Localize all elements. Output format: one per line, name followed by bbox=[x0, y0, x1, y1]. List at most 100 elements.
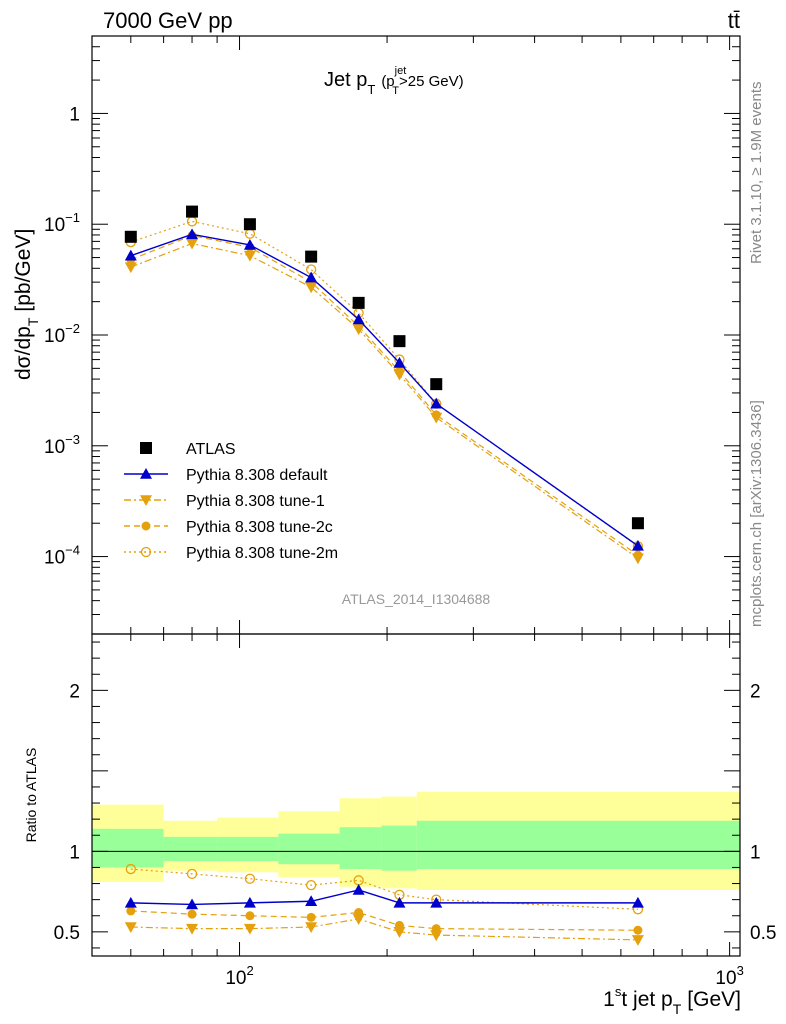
ratio-point bbox=[430, 896, 443, 908]
main-point bbox=[305, 271, 318, 283]
ratio-point bbox=[243, 923, 256, 935]
ratio-point bbox=[243, 896, 256, 908]
main-point bbox=[305, 282, 318, 294]
ratio-point bbox=[245, 911, 255, 921]
main-series-pythia-8-308-default bbox=[124, 228, 644, 551]
ratio-point bbox=[125, 863, 136, 875]
ratio-point bbox=[187, 909, 197, 919]
y-tick-label: 10−4 bbox=[44, 543, 80, 569]
ratio-point bbox=[393, 896, 406, 908]
y-tick-label: 10−2 bbox=[44, 321, 80, 347]
svg-text:dσ/dpT[pb/GeV]: dσ/dpT[pb/GeV] bbox=[12, 229, 41, 380]
main-point bbox=[186, 228, 199, 240]
rivet-label: Rivet 3.1.10, ≥ 1.9M events bbox=[748, 82, 765, 265]
process-label: tt̄ bbox=[728, 8, 740, 33]
ratio-band-inner-3 bbox=[278, 833, 340, 865]
main-series-line bbox=[130, 220, 639, 547]
ratio-point bbox=[305, 922, 318, 934]
ratio-y-tick-label: 0.5 bbox=[54, 923, 80, 944]
main-point bbox=[243, 238, 256, 250]
main-point bbox=[352, 296, 365, 309]
main-point bbox=[124, 262, 137, 274]
legend-label: Pythia 8.308 tune-2c bbox=[186, 519, 333, 536]
ratio-point bbox=[305, 895, 318, 907]
x-tick-label: 102 bbox=[225, 963, 253, 989]
main-point bbox=[631, 553, 644, 565]
legend-marker bbox=[140, 495, 152, 506]
ratio-y-tick-label-right: 0.5 bbox=[750, 923, 776, 944]
main-series-line bbox=[130, 234, 639, 556]
main-point bbox=[430, 412, 443, 424]
y-tick-label: 1 bbox=[69, 104, 80, 125]
main-point bbox=[430, 378, 443, 391]
legend-marker bbox=[140, 442, 152, 454]
main-point bbox=[186, 238, 199, 250]
ratio-point bbox=[124, 922, 137, 934]
chart-marks: 102 103 1 10−1 10−2 10−3 10−4 0.5 0.5 1 1 2 2 ATLAS Py… bbox=[44, 35, 776, 989]
main-point bbox=[244, 228, 256, 239]
ratio-band-inner-4 bbox=[339, 827, 382, 870]
main-point bbox=[124, 230, 137, 243]
main-point bbox=[430, 397, 443, 409]
main-point bbox=[393, 335, 406, 348]
main-series-line bbox=[130, 233, 639, 547]
mcplots-label: mcplots.cern.ch [arXiv:1306.3436] bbox=[748, 400, 765, 627]
ratio-point bbox=[186, 898, 199, 910]
ratio-series-line bbox=[130, 889, 638, 906]
ratio-y-tick-label-right: 2 bbox=[750, 681, 761, 702]
ratio-band-inner-1 bbox=[163, 836, 218, 862]
main-point bbox=[393, 369, 406, 381]
analysis-id: ATLAS_2014_I1304688 bbox=[342, 591, 491, 607]
ratio-y-tick-label: 1 bbox=[69, 842, 80, 863]
ratio-band-inner-5 bbox=[381, 825, 417, 871]
ratio-point bbox=[631, 896, 644, 908]
main-series-pythia-8-308-tune-2c bbox=[126, 231, 643, 560]
legend-label: Pythia 8.308 tune-2m bbox=[186, 545, 338, 562]
main-point bbox=[631, 539, 644, 551]
ratio-series-line bbox=[130, 910, 638, 931]
ratio-series-pythia-8-308-tune-1 bbox=[124, 914, 644, 946]
ratio-band-inner-6 bbox=[416, 820, 740, 870]
ratio-point bbox=[126, 906, 136, 916]
legend-label: ATLAS bbox=[186, 441, 236, 458]
xlabel: 1st jet pT [GeV] bbox=[603, 984, 741, 1017]
ratio-y-tick-label: 2 bbox=[69, 681, 80, 702]
y-tick-label: 10−1 bbox=[44, 210, 80, 236]
main-title: Jet pT (pjet T>25 GeV) bbox=[324, 65, 464, 97]
legend-marker bbox=[140, 468, 152, 479]
ratio-y-tick-label-right: 1 bbox=[750, 842, 761, 863]
main-series-line bbox=[130, 242, 639, 559]
ratio-series-line bbox=[130, 918, 638, 941]
ratio-point bbox=[244, 873, 256, 884]
x-tick-label: 103 bbox=[715, 963, 743, 989]
ratio-series-pythia-8-308-tune-2c bbox=[126, 906, 643, 935]
ratio-point bbox=[124, 896, 137, 908]
ratio-frame bbox=[91, 633, 741, 957]
legend: ATLAS Pythia 8.308 default Pythia 8.308 tu… bbox=[124, 441, 338, 562]
ratio-point bbox=[186, 923, 199, 935]
y-tick-label: 10−3 bbox=[44, 432, 80, 458]
ratio-ylabel: Ratio to ATLAS bbox=[23, 748, 39, 843]
ratio-point bbox=[352, 914, 365, 925]
main-ylabel: dσ/dpT[pb/GeV] bbox=[12, 229, 41, 380]
svg-text:1st jet pT[GeV]: 1st jet pT [GeV] bbox=[603, 984, 741, 1017]
main-series-pythia-8-308-tune-1 bbox=[124, 238, 644, 565]
ratio-point bbox=[352, 883, 365, 895]
legend-label: Pythia 8.308 default bbox=[186, 467, 328, 484]
main-point bbox=[186, 205, 199, 218]
main-point bbox=[352, 324, 365, 336]
ratio-point bbox=[393, 927, 406, 938]
main-point bbox=[186, 216, 198, 227]
main-point bbox=[352, 313, 365, 325]
legend-label: Pythia 8.308 tune-1 bbox=[186, 493, 325, 510]
ratio-point bbox=[430, 930, 443, 942]
legend-marker bbox=[141, 521, 151, 531]
ratio-point bbox=[306, 912, 316, 922]
main-point bbox=[393, 356, 406, 368]
main-series-atlas bbox=[124, 205, 644, 530]
legend-marker bbox=[140, 546, 152, 558]
ratio-series-pythia-8-308-default bbox=[124, 883, 644, 910]
beam-label: 7000 GeV pp bbox=[103, 8, 233, 33]
